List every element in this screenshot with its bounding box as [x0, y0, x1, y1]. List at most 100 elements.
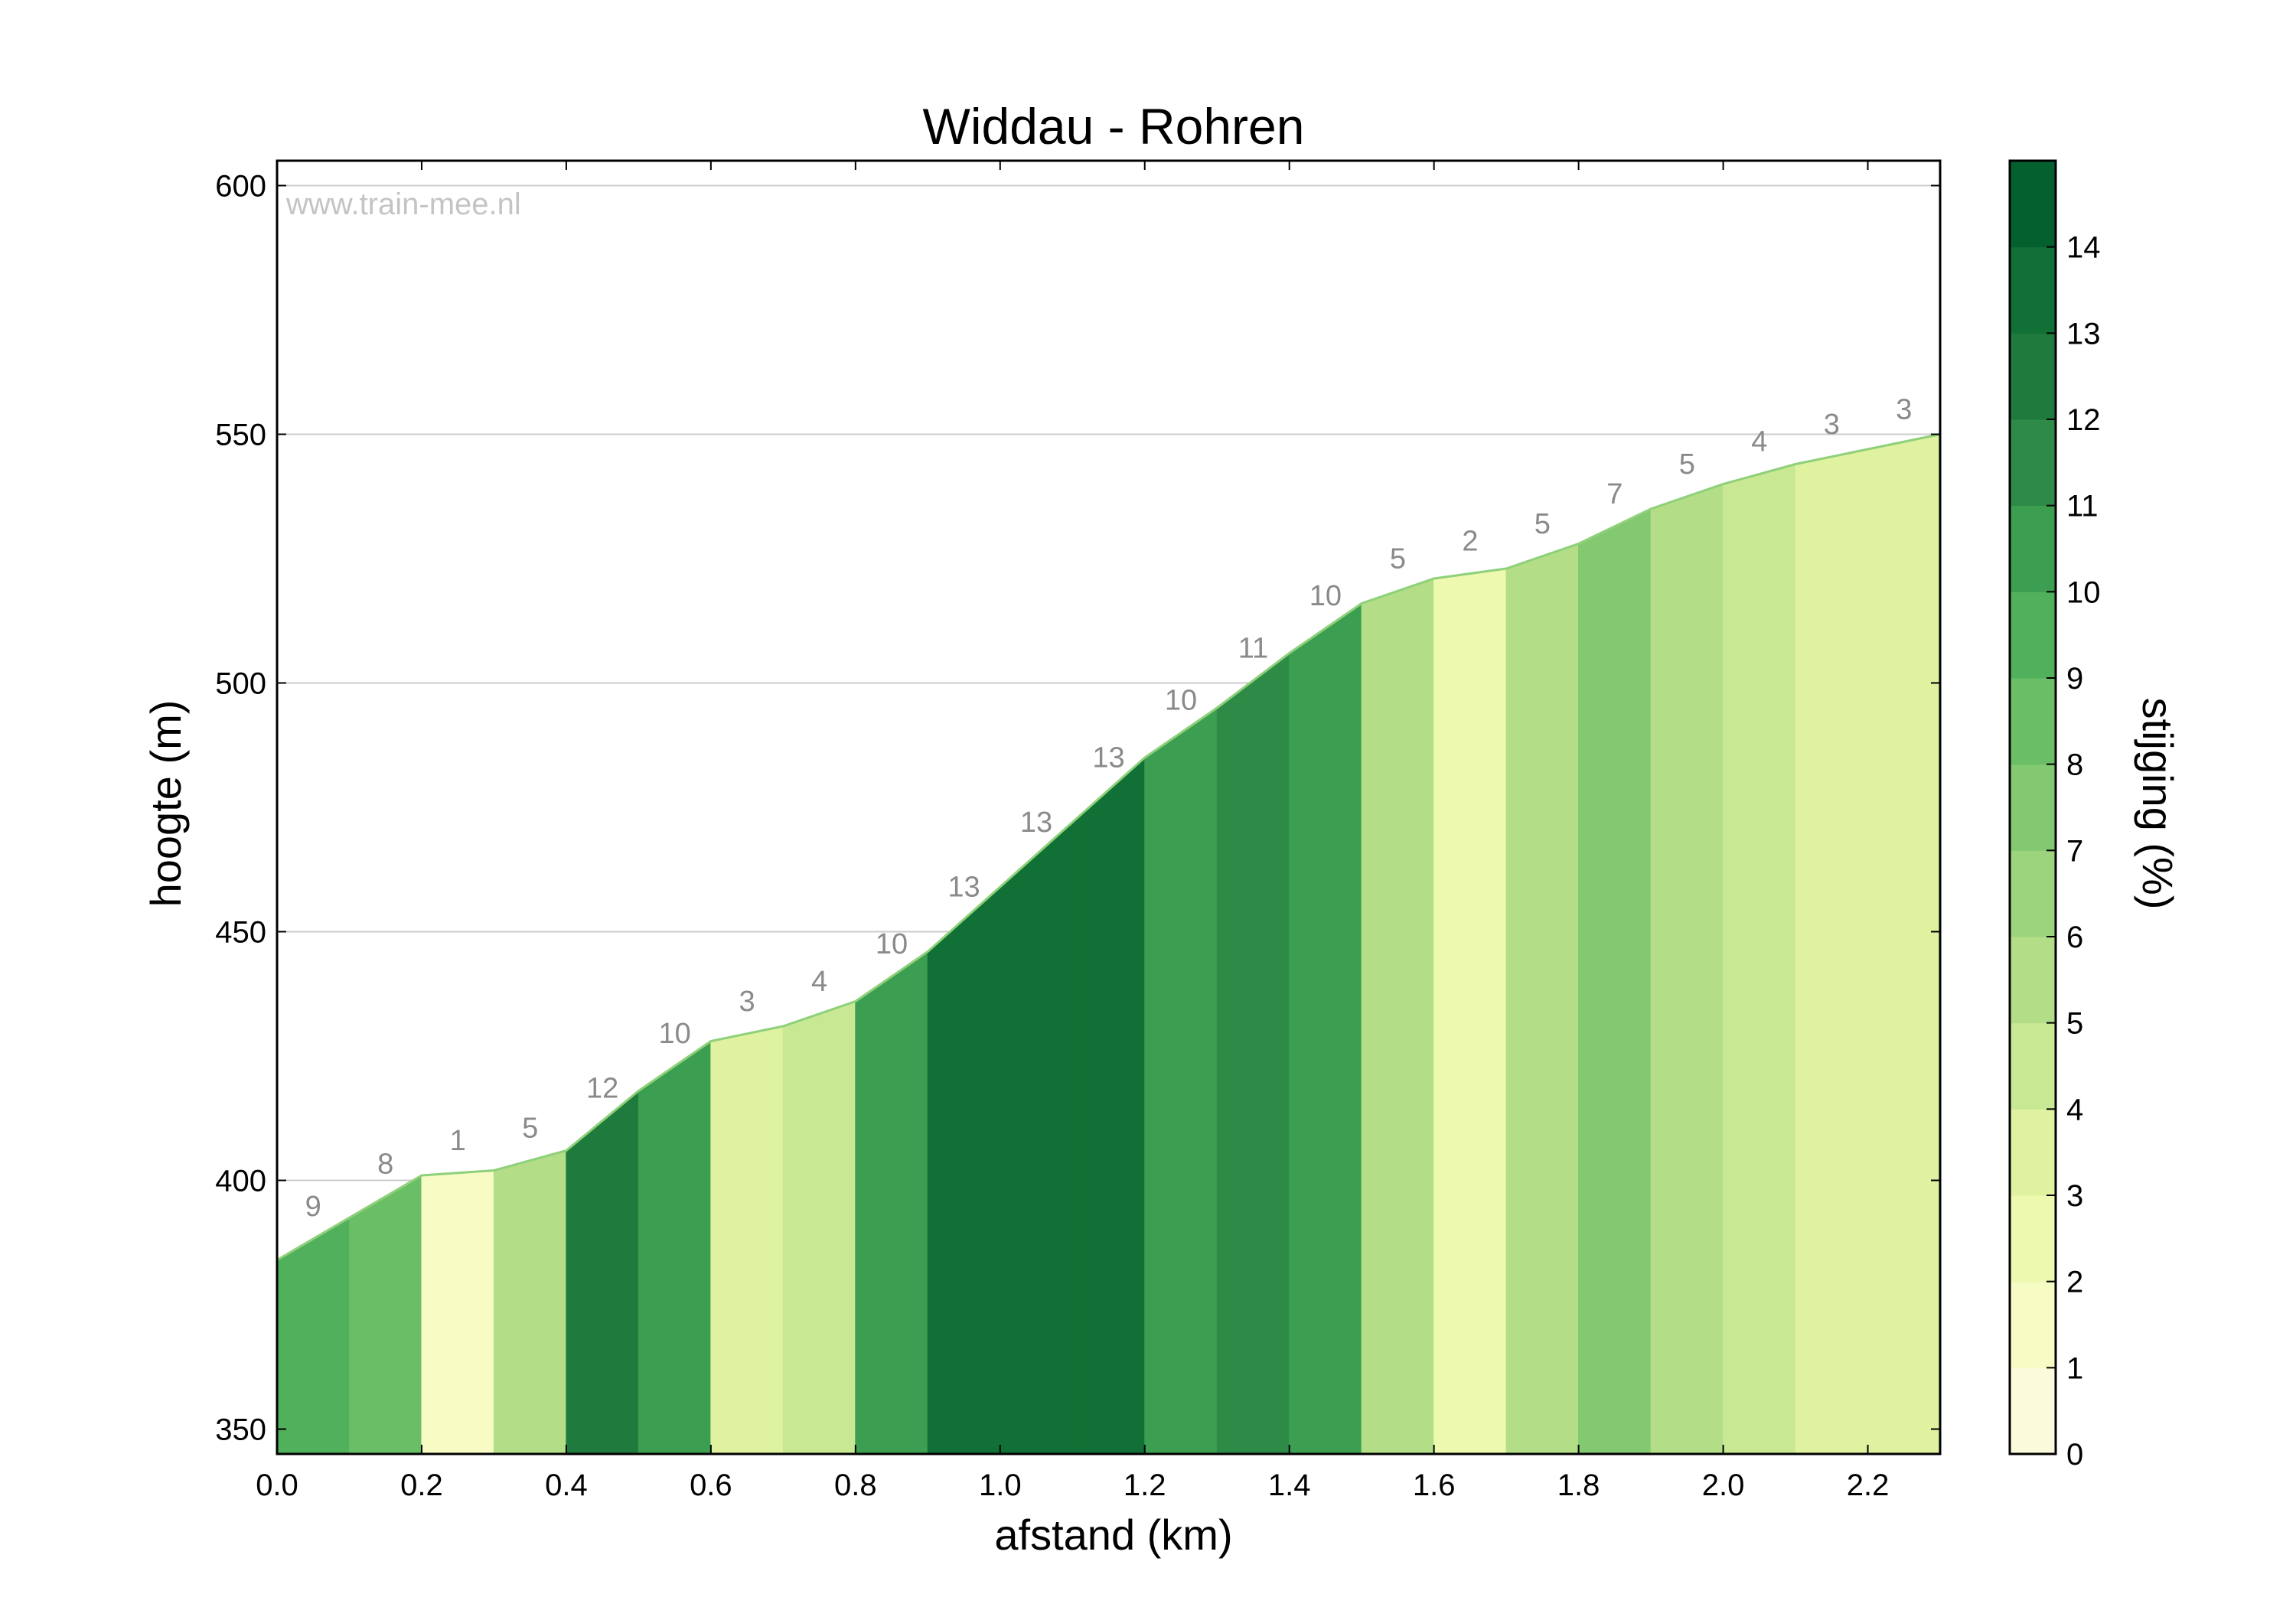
colorbar-tick-label: 8 [2066, 748, 2083, 782]
grade-segment [1795, 448, 1869, 1455]
grade-label: 1 [450, 1125, 466, 1157]
grade-label: 5 [1534, 508, 1551, 540]
x-tick-label: 2.2 [1847, 1468, 1890, 1502]
colorbar-tick-label: 5 [2066, 1007, 2083, 1041]
grade-segment [782, 1000, 856, 1455]
colorbar-swatch [2010, 1109, 2056, 1196]
x-tick-label: 1.6 [1413, 1468, 1456, 1502]
colorbar-tick-label: 14 [2066, 231, 2101, 265]
x-tick-label: 1.8 [1557, 1468, 1600, 1502]
colorbar-swatch [2010, 333, 2056, 420]
grade-label: 12 [586, 1073, 618, 1105]
grade-segment [1505, 543, 1580, 1455]
x-tick-label: 0.2 [400, 1468, 443, 1502]
grade-label: 5 [522, 1113, 538, 1145]
x-tick-label: 0.6 [690, 1468, 732, 1502]
y-tick-label: 350 [215, 1413, 266, 1447]
grade-segment [1650, 483, 1724, 1455]
colorbar-tick-label: 1 [2066, 1351, 2083, 1385]
grade-label: 10 [658, 1018, 690, 1050]
y-tick-label: 500 [215, 667, 266, 701]
grade-label: 13 [1020, 807, 1052, 839]
colorbar-swatch [2010, 678, 2056, 765]
grade-segment [421, 1169, 494, 1455]
grade-label: 13 [1092, 742, 1124, 774]
colorbar-tick-label: 0 [2066, 1438, 2083, 1472]
colorbar-frame [2008, 159, 2057, 1455]
x-tick-label: 1.4 [1268, 1468, 1311, 1502]
x-tick-label: 0.0 [256, 1468, 298, 1502]
grade-segment [1433, 568, 1507, 1455]
elevation-line [276, 433, 1941, 1261]
watermark-text: www.train-mee.nl [285, 187, 521, 221]
colorbar-label: stijging (%) [2134, 698, 2182, 910]
colorbar-swatch [2010, 505, 2056, 592]
grade-segment [348, 1175, 422, 1455]
chart-title: Widdau - Rohren [923, 98, 1305, 155]
colorbar-swatch [2010, 764, 2056, 851]
grade-segment [855, 950, 928, 1455]
colorbar-tick-label: 7 [2066, 834, 2083, 868]
grade-label: 13 [947, 871, 980, 903]
colorbar-swatch [2010, 246, 2056, 334]
colorbar-swatch [2010, 419, 2056, 507]
colorbar-tick-label: 6 [2066, 921, 2083, 954]
grade-segment [1216, 652, 1290, 1455]
grade-label: 8 [377, 1149, 393, 1181]
x-axis-label: afstand (km) [994, 1511, 1232, 1559]
grade-segment [566, 1090, 639, 1455]
plot-area: 9 8 1 5 12 10 3 4 10 13 13 13 10 11 10 5 2 5 7 5 4 3 3 www.trai… [215, 159, 1942, 1502]
grade-label: 10 [876, 928, 908, 960]
grade-label: 9 [305, 1191, 321, 1223]
grade-segment [638, 1040, 712, 1455]
x-tick-label: 2.0 [1702, 1468, 1745, 1502]
y-axis-label: hoogte (m) [142, 700, 190, 908]
grade-label: 2 [1462, 526, 1478, 558]
colorbar-swatch [2010, 1367, 2056, 1455]
colorbar-tick-label: 9 [2066, 662, 2083, 696]
grade-segment [1071, 756, 1146, 1455]
colorbar-swatch [2010, 1022, 2056, 1110]
y-tick-label: 450 [215, 916, 266, 950]
plot-frame [276, 159, 1942, 1455]
colorbar-tick-label: 10 [2066, 575, 2101, 609]
y-tick-label: 600 [215, 170, 266, 204]
grade-segment [1361, 578, 1435, 1455]
grade-label: 3 [739, 986, 755, 1018]
grade-segment [1723, 463, 1796, 1455]
grade-label: 5 [1390, 543, 1406, 575]
colorbar-swatch [2010, 937, 2056, 1024]
x-tick-label: 1.0 [979, 1468, 1022, 1502]
grade-segment [927, 885, 1001, 1455]
colorbar-tick-label: 13 [2066, 317, 2101, 350]
grade-segment [1578, 508, 1652, 1455]
y-tick-label: 400 [215, 1165, 266, 1198]
colorbar-swatch [2010, 850, 2056, 937]
grade-label: 10 [1165, 685, 1197, 717]
colorbar-tick-label: 2 [2066, 1266, 2083, 1299]
colorbar-swatch [2010, 161, 2056, 248]
y-tick-label: 550 [215, 419, 266, 452]
grade-segment [1144, 707, 1218, 1455]
grade-label: 3 [1896, 393, 1912, 425]
colorbar-tick-label: 4 [2066, 1093, 2083, 1126]
x-tick-label: 0.8 [834, 1468, 877, 1502]
grade-label: 10 [1309, 580, 1342, 612]
grade-label: 4 [1751, 426, 1767, 458]
grade-label: 3 [1824, 409, 1840, 441]
grade-label: 11 [1238, 632, 1268, 664]
grade-segment [493, 1149, 567, 1455]
colorbar-tick-label: 11 [2066, 490, 2099, 523]
x-tick-label: 1.2 [1124, 1468, 1166, 1502]
grade-segment [1000, 821, 1073, 1455]
grade-label: 5 [1679, 448, 1695, 481]
grade-segment [710, 1025, 784, 1455]
grade-label: 7 [1606, 478, 1623, 510]
grade-segment [1867, 433, 1941, 1455]
colorbar-tick-label: 3 [2066, 1179, 2083, 1213]
colorbar-tick-label: 12 [2066, 403, 2101, 437]
colorbar-swatch [2010, 1195, 2056, 1283]
colorbar-swatch [2010, 592, 2056, 679]
